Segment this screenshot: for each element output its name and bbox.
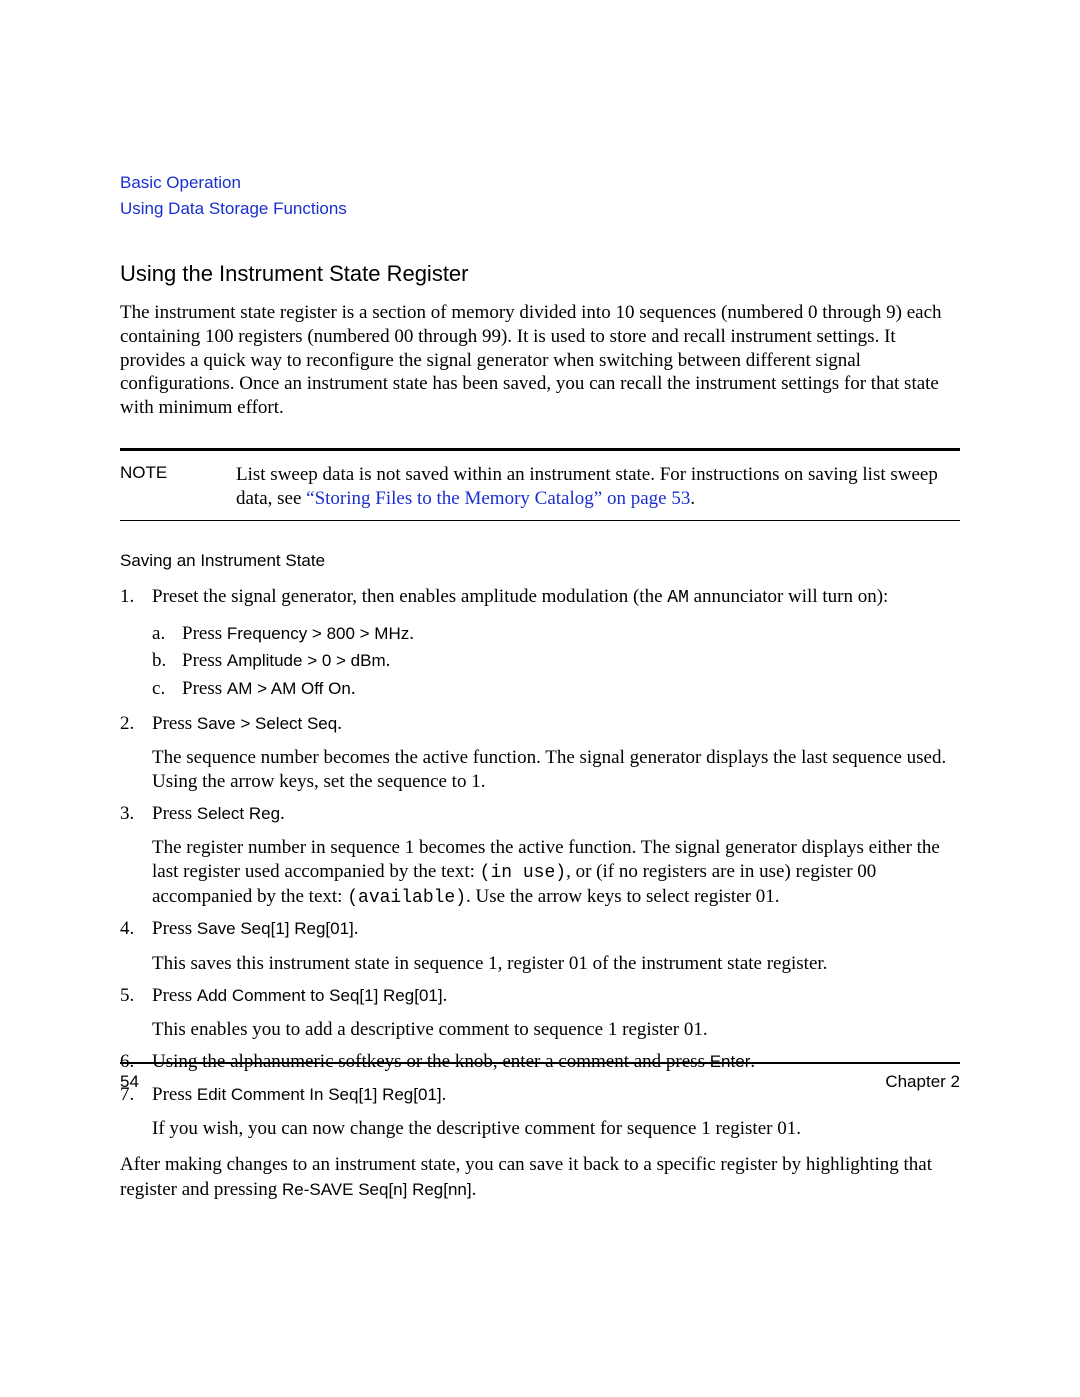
step-1-text-pre: Preset the signal generator, then enable… <box>152 586 667 607</box>
step-3-key: Select Reg <box>197 804 280 823</box>
page-footer: 54 Chapter 2 <box>120 1072 960 1092</box>
substep-list: Press Frequency > 800 > MHz. Press Ampli… <box>152 621 960 702</box>
substep-c-key: AM > AM Off On <box>227 679 351 698</box>
step-3-post: . <box>280 803 285 824</box>
procedure-list: Preset the signal generator, then enable… <box>120 585 960 1141</box>
substep-a-post: . <box>409 623 414 644</box>
substep-c-pre: Press <box>182 678 227 699</box>
substep-b-key: Amplitude > 0 > dBm <box>227 651 386 670</box>
step-5-key: Add Comment to Seq[1] Reg[01] <box>197 986 443 1005</box>
step-4: Press Save Seq[1] Reg[01]. This saves th… <box>120 917 960 975</box>
step-3-para-post: . Use the arrow keys to select register … <box>466 886 779 907</box>
closing-key: Re-SAVE Seq[n] Reg[nn] <box>282 1180 472 1199</box>
step-3: Press Select Reg. The register number in… <box>120 802 960 909</box>
step-1-text-post: annunciator will turn on): <box>689 586 888 607</box>
substep-a: Press Frequency > 800 > MHz. <box>152 621 960 647</box>
step-5-para: This enables you to add a descriptive co… <box>152 1018 960 1042</box>
note-text: List sweep data is not saved within an i… <box>236 463 960 511</box>
footer-rule <box>120 1062 960 1064</box>
breadcrumb-line-1[interactable]: Basic Operation <box>120 170 960 196</box>
step-5-pre: Press <box>152 985 197 1006</box>
substep-a-key: Frequency > 800 > MHz <box>227 624 409 643</box>
step-2-para: The sequence number becomes the active f… <box>152 746 960 794</box>
closing-paragraph: After making changes to an instrument st… <box>120 1153 960 1202</box>
breadcrumb: Basic Operation Using Data Storage Funct… <box>120 170 960 221</box>
step-1: Preset the signal generator, then enable… <box>120 585 960 701</box>
step-3-mono1: (in use) <box>480 863 566 883</box>
intro-paragraph: The instrument state register is a secti… <box>120 301 960 420</box>
step-1-mono: AM <box>667 588 689 608</box>
step-3-para: The register number in sequence 1 become… <box>152 836 960 909</box>
substep-b: Press Amplitude > 0 > dBm. <box>152 648 960 674</box>
step-2-key: Save > Select Seq <box>197 714 337 733</box>
step-7-para: If you wish, you can now change the desc… <box>152 1117 960 1141</box>
step-2-pre: Press <box>152 713 197 734</box>
step-4-post: . <box>354 918 359 939</box>
section-title: Using the Instrument State Register <box>120 261 960 287</box>
subheading: Saving an Instrument State <box>120 551 960 571</box>
substep-b-pre: Press <box>182 650 227 671</box>
substep-b-post: . <box>386 650 391 671</box>
closing-pre: After making changes to an instrument st… <box>120 1154 932 1200</box>
substep-c: Press AM > AM Off On. <box>152 676 960 702</box>
step-2-post: . <box>337 713 342 734</box>
note-text-after: . <box>690 488 695 509</box>
substep-c-post: . <box>351 678 356 699</box>
closing-post: . <box>472 1179 477 1200</box>
note-block: NOTE List sweep data is not saved within… <box>120 448 960 522</box>
step-3-mono2: (available) <box>347 888 466 908</box>
substep-a-pre: Press <box>182 623 227 644</box>
step-5-post: . <box>443 985 448 1006</box>
note-cross-reference[interactable]: “Storing Files to the Memory Catalog” on… <box>306 488 690 509</box>
step-2: Press Save > Select Seq. The sequence nu… <box>120 712 960 794</box>
step-4-pre: Press <box>152 918 197 939</box>
chapter-label: Chapter 2 <box>885 1072 960 1092</box>
step-4-para: This saves this instrument state in sequ… <box>152 952 960 976</box>
breadcrumb-line-2[interactable]: Using Data Storage Functions <box>120 196 960 222</box>
note-rule-bottom <box>120 520 960 521</box>
document-page: Basic Operation Using Data Storage Funct… <box>0 0 1080 1397</box>
step-4-key: Save Seq[1] Reg[01] <box>197 919 354 938</box>
step-3-pre: Press <box>152 803 197 824</box>
step-5: Press Add Comment to Seq[1] Reg[01]. Thi… <box>120 984 960 1042</box>
page-number: 54 <box>120 1072 139 1092</box>
note-label: NOTE <box>120 463 236 511</box>
